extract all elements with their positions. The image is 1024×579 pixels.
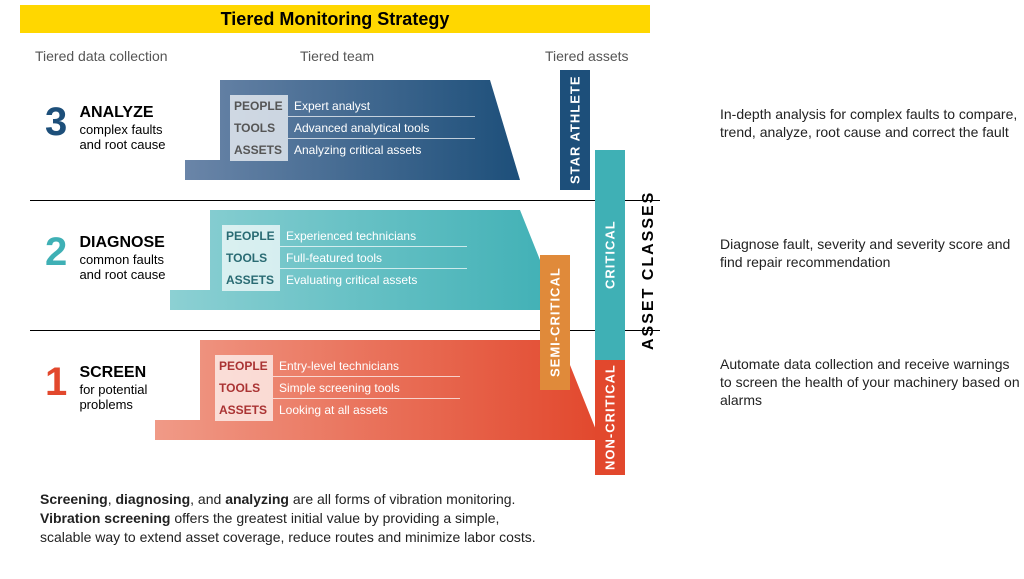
title-text: Tiered Monitoring Strategy [221,9,450,29]
tier1-info: PEOPLE Entry-level technicians TOOLS Sim… [215,355,460,421]
note-tier1: Automate data collection and receive war… [720,355,1020,410]
tier2-row-assets: ASSETS Evaluating critical assets [222,269,467,291]
tier3-row-tools: TOOLS Advanced analytical tools [230,117,475,139]
tier1-row-assets: ASSETS Looking at all assets [215,399,460,421]
tier1-title: SCREEN [79,364,209,382]
asset-classes-label: ASSET CLASSES [640,190,658,350]
tier2-label: 2 DIAGNOSE common faultsand root cause [45,230,215,282]
tier3-num: 3 [45,100,75,145]
tier3-row-assets: ASSETS Analyzing critical assets [230,139,475,161]
tier3-title: ANALYZE [79,104,209,122]
tier3-sub: complex faultsand root cause [79,122,209,152]
tier3-label: 3 ANALYZE complex faultsand root cause [45,100,215,152]
tier2-title: DIAGNOSE [79,234,209,252]
tier1-sub: for potentialproblems [79,382,209,412]
divider-1 [30,200,660,201]
note-tier3: In-depth analysis for complex faults to … [720,105,1020,141]
title-bar: Tiered Monitoring Strategy [20,5,650,33]
asset-bar-noncritical: NON-CRITICAL [595,360,625,475]
tier1-num: 1 [45,360,75,405]
tier1-label: 1 SCREEN for potentialproblems [45,360,215,412]
tier2-row-tools: TOOLS Full-featured tools [222,247,467,269]
tier3-info: PEOPLE Expert analyst TOOLS Advanced ana… [230,95,475,161]
col-header-assets: Tiered assets [545,48,629,64]
col-header-collection: Tiered data collection [35,48,168,64]
tier2-row-people: PEOPLE Experienced technicians [222,225,467,247]
asset-bar-star: STAR ATHLETE [560,70,590,190]
tier2-num: 2 [45,230,75,275]
col-header-team: Tiered team [300,48,374,64]
note-tier2: Diagnose fault, severity and severity sc… [720,235,1020,271]
tier1-row-people: PEOPLE Entry-level technicians [215,355,460,377]
tier2-sub: common faultsand root cause [79,252,209,282]
tier2-info: PEOPLE Experienced technicians TOOLS Ful… [222,225,467,291]
footer-text: Screening, diagnosing, and analyzing are… [40,490,650,547]
asset-bar-critical: CRITICAL [595,150,625,360]
tier3-row-people: PEOPLE Expert analyst [230,95,475,117]
asset-bar-semicritical: SEMI-CRITICAL [540,255,570,390]
tier1-row-tools: TOOLS Simple screening tools [215,377,460,399]
